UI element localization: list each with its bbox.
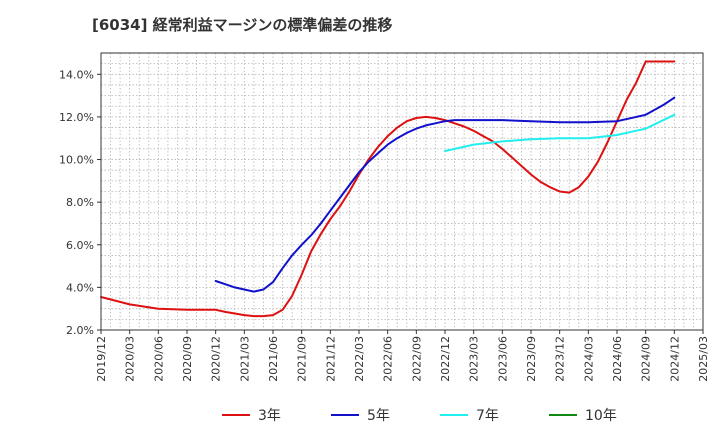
x-tick-label: 2021/03	[238, 336, 251, 382]
x-tick-label: 2024/09	[640, 336, 653, 382]
x-tick-label: 2023/12	[554, 336, 567, 382]
legend: 3年 5年 7年 10年	[222, 408, 617, 424]
series-line	[100, 60, 676, 318]
x-tick-label: 2022/09	[410, 336, 423, 382]
x-tick-label: 2020/03	[124, 336, 137, 382]
x-tick-label: 2022/12	[439, 336, 452, 382]
y-tick-label: 10.0%	[59, 154, 94, 167]
series-lines	[100, 60, 676, 318]
x-tick-label: 2024/06	[611, 336, 624, 382]
x-tick-label: 2022/06	[382, 336, 395, 382]
y-tick-label: 2.0%	[66, 324, 94, 337]
x-tick-label: 2024/12	[668, 336, 681, 382]
x-tick-label: 2020/12	[210, 336, 223, 382]
x-tick-label: 2024/03	[582, 336, 595, 382]
x-tick-label: 2021/09	[296, 336, 309, 382]
legend-label: 7年	[476, 408, 499, 424]
x-tick-label: 2022/03	[353, 336, 366, 382]
chart-title: [6034] 経常利益マージンの標準偏差の推移	[92, 16, 392, 34]
x-tick-label: 2020/06	[152, 336, 165, 382]
legend-label: 3年	[258, 408, 281, 424]
x-tick-label: 2021/12	[324, 336, 337, 382]
y-tick-label: 12.0%	[59, 111, 94, 124]
x-tick-label: 2020/09	[181, 336, 194, 382]
series-line	[214, 96, 676, 293]
legend-label: 5年	[367, 408, 390, 424]
y-tick-label: 14.0%	[59, 68, 94, 81]
y-tick-label: 8.0%	[66, 196, 94, 209]
axes: 2.0% 4.0% 6.0% 8.0% 10.0% 12.0% 14.0% 2019/12 20…	[59, 52, 710, 382]
plot-border	[100, 52, 704, 331]
series-line	[444, 113, 676, 152]
y-tick-label: 6.0%	[66, 239, 94, 252]
x-tick-label: 2023/09	[525, 336, 538, 382]
y-tick-label: 4.0%	[66, 281, 94, 294]
x-tick-label: 2019/12	[95, 336, 108, 382]
x-tick-label: 2023/03	[468, 336, 481, 382]
x-tick-label: 2023/06	[496, 336, 509, 382]
x-tick-label: 2021/06	[267, 336, 280, 382]
legend-label: 10年	[585, 408, 617, 424]
x-tick-label: 2025/03	[697, 336, 710, 382]
